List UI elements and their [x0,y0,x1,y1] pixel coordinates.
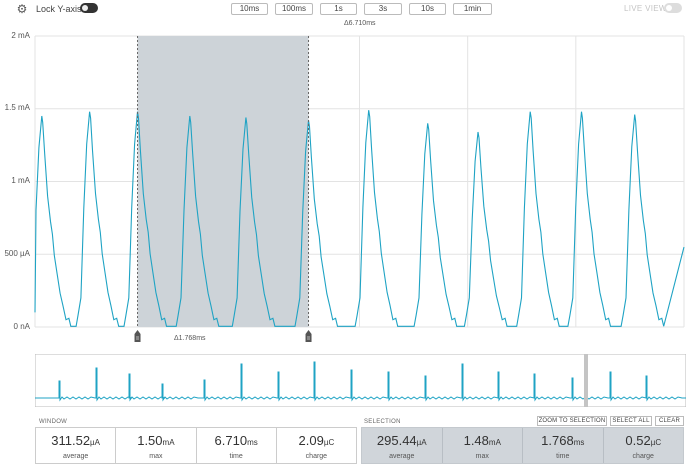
window-max-stat: 1.50mA max [116,428,197,463]
window-max-value: 1.50 [137,433,163,448]
gear-icon[interactable]: ⚙ [16,2,28,16]
zoom-to-selection-button[interactable]: ZOOM TO SELECTION [537,416,607,426]
overview-chart[interactable] [35,354,686,407]
lock-y-axis-label: Lock Y-axis [36,4,82,14]
window-charge-unit: µC [323,438,335,447]
window-average-label: average [62,453,89,460]
selection-average-value: 295.44 [376,433,417,448]
live-view-label: LIVE VIEW [624,4,667,13]
y-tick-label: 2 mA [11,31,30,40]
clear-selection-button[interactable]: CLEAR [655,416,684,426]
overview-window-marker[interactable] [584,354,588,407]
lock-y-axis-toggle[interactable] [80,3,98,13]
zoom-1min-button[interactable]: 1min [453,3,492,15]
selection-time-value: 1.768 [541,433,574,448]
selection-average-label: average [389,453,415,460]
window-average-value: 311.52 [51,433,91,448]
zoom-1s-button[interactable]: 1s [320,3,357,15]
current-trace [34,110,685,327]
zoom-10ms-button[interactable]: 10ms [231,3,268,15]
selection-charge-value: 0.52 [625,433,651,448]
selection-time-stat: 1.768ms time [523,428,604,463]
selection-max-stat: 1.48mA max [443,428,523,463]
selection-region[interactable] [137,36,309,327]
selection-handles[interactable] [134,36,312,342]
window-max-unit: mA [162,438,175,447]
selection-max-value: 1.48 [463,433,489,448]
y-axis-labels: 2 mA 1.5 mA 1 mA 500 µA 0 nA [4,31,30,331]
y-tick-label: 1.5 mA [5,103,31,112]
selection-stats-panel: 295.44µA average 1.48mA max 1.768ms time… [361,427,684,464]
selection-time-unit: ms [573,438,585,447]
select-all-button[interactable]: SELECT ALL [610,416,652,426]
y-tick-label: 500 µA [4,249,30,258]
window-max-label: max [149,453,163,460]
window-time-unit: ms [247,438,258,447]
selection-duration-label: Δ1.768ms [174,335,206,342]
selection-max-label: max [475,453,489,460]
selection-handle[interactable] [305,330,312,342]
window-duration-label: Δ6.710ms [344,20,376,27]
window-stats-panel: 311.52µA average 1.50mA max 6.710ms time… [35,427,357,464]
y-tick-label: 0 nA [14,322,31,331]
window-average-unit: µA [90,438,100,447]
window-average-stat: 311.52µA average [36,428,117,463]
zoom-10s-button[interactable]: 10s [409,3,446,15]
selection-max-unit: mA [488,438,501,447]
window-time-label: time [229,453,243,460]
selection-handle[interactable] [134,330,141,342]
selection-panel-title: SELECTION [364,419,401,425]
window-charge-label: charge [305,453,328,460]
y-tick-label: 1 mA [11,176,30,185]
selection-charge-label: charge [632,453,654,460]
window-charge-value: 2.09 [298,433,324,448]
main-chart[interactable]: 2 mA 1.5 mA 1 mA 500 µA 0 nA [0,28,690,348]
zoom-100ms-button[interactable]: 100ms [275,3,313,15]
window-panel-title: WINDOW [39,419,68,425]
selection-time-label: time [556,453,570,460]
window-time-stat: 6.710ms time [197,428,277,463]
zoom-3s-button[interactable]: 3s [364,3,402,15]
window-charge-stat: 2.09µC charge [277,428,356,463]
overview-trace [35,361,686,402]
selection-average-stat: 295.44µA average [362,428,443,463]
window-time-value: 6.710 [214,433,248,448]
selection-charge-stat: 0.52µC charge [604,428,684,463]
selection-charge-unit: µC [650,438,662,447]
selection-average-unit: µA [416,438,427,447]
live-view-toggle[interactable] [664,3,682,13]
toolbar: ⚙ Lock Y-axis 10ms 100ms 1s 3s 10s 1min … [0,0,690,20]
